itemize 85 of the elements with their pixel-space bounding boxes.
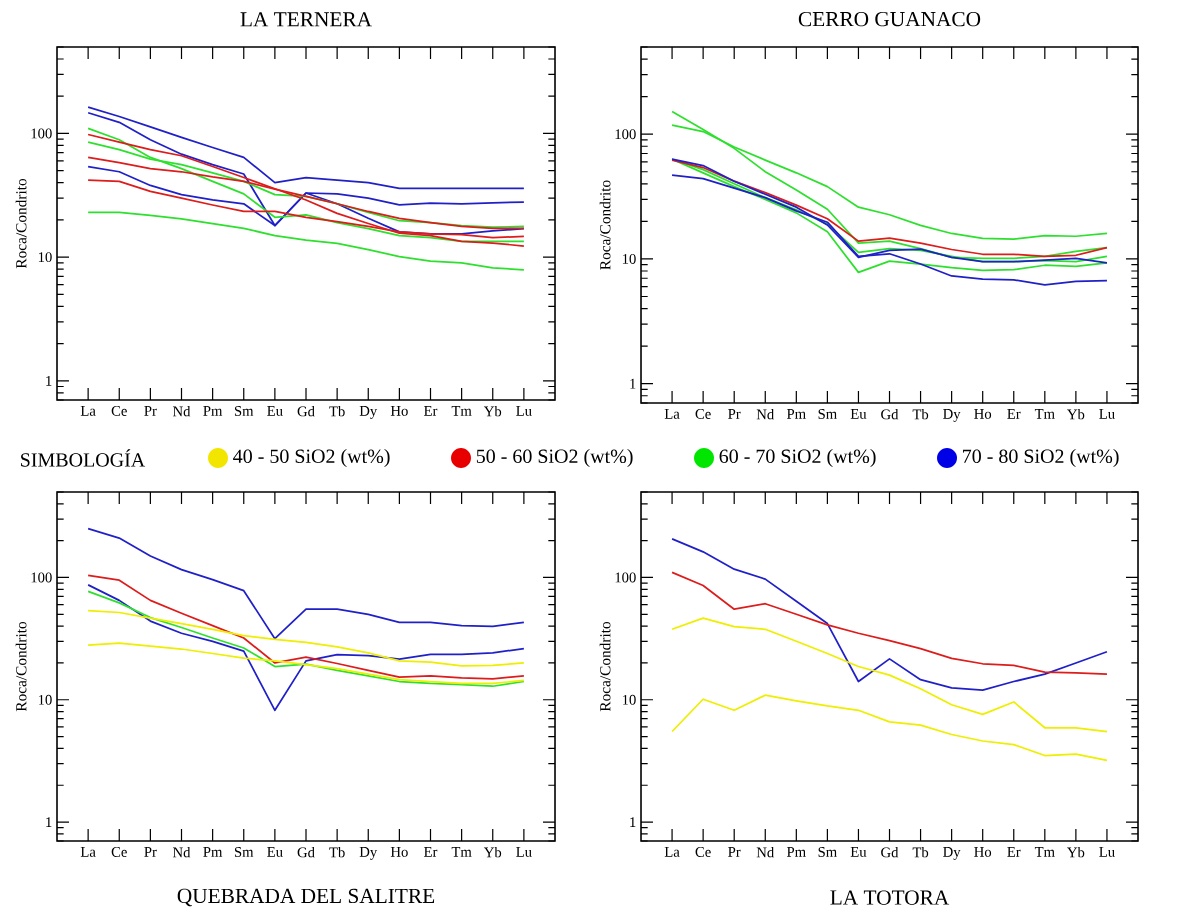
x-tick-label: Pr bbox=[728, 409, 741, 419]
y-tick-label: 10 bbox=[38, 252, 52, 263]
x-tick-label: Tm bbox=[451, 847, 472, 857]
x-tick-label: Er bbox=[424, 847, 438, 857]
x-tick-label: Gd bbox=[297, 406, 315, 417]
x-tick-label: Eu bbox=[267, 406, 283, 416]
legend-label: 40 - 50 SiO2 (wt%) bbox=[233, 448, 390, 468]
x-tick-label: Tb bbox=[912, 409, 929, 420]
y-tick-label: 1 bbox=[46, 817, 52, 827]
x-tick-label: Sm bbox=[234, 406, 254, 416]
legend-title: SIMBOLOGÍA bbox=[21, 449, 146, 467]
x-tick-label: Ho bbox=[974, 409, 992, 419]
x-tick-label: La bbox=[664, 409, 680, 419]
y-tick-label: 100 bbox=[31, 128, 52, 139]
x-tick-label: Lu bbox=[516, 406, 532, 416]
legend-label: 70 - 80 SiO2 (wt%) bbox=[963, 448, 1119, 468]
x-tick-label: Pr bbox=[144, 847, 157, 857]
x-tick-label: Pm bbox=[203, 406, 223, 416]
x-tick-label: Yb bbox=[1067, 847, 1085, 858]
x-tick-label: Eu bbox=[267, 847, 283, 857]
x-tick-label: Ho bbox=[390, 406, 408, 416]
x-tick-label: Dy bbox=[943, 847, 961, 860]
y-tick-label: 10 bbox=[622, 253, 636, 264]
x-tick-label: Nd bbox=[756, 409, 775, 420]
x-tick-label: Nd bbox=[756, 847, 775, 858]
y-axis-title: Roca/Condrito bbox=[599, 621, 611, 712]
x-tick-label: Ce bbox=[111, 847, 127, 857]
x-tick-label: Pm bbox=[786, 847, 806, 857]
legend-label: 60 - 70 SiO2 (wt%) bbox=[719, 448, 876, 468]
x-tick-label: Lu bbox=[516, 847, 532, 857]
y-tick-label: 10 bbox=[622, 694, 636, 705]
x-tick-label: Er bbox=[424, 406, 438, 416]
x-tick-label: La bbox=[664, 847, 680, 857]
x-tick-label: Gd bbox=[297, 847, 315, 858]
x-tick-label: Lu bbox=[1099, 409, 1115, 419]
x-tick-label: Sm bbox=[818, 847, 837, 857]
x-tick-label: Er bbox=[1007, 409, 1021, 419]
x-tick-label: Tm bbox=[451, 406, 472, 416]
x-tick-label: Tb bbox=[912, 847, 929, 858]
x-tick-label: Nd bbox=[172, 406, 191, 417]
y-axis-title: Roca/Condrito bbox=[15, 621, 27, 712]
x-tick-label: Ce bbox=[695, 847, 711, 857]
chart-title: CERRO GUANACO bbox=[798, 11, 981, 27]
y-axis-title: Roca/Condrito bbox=[15, 178, 27, 269]
y-axis-title: Roca/Condrito bbox=[599, 180, 611, 270]
x-tick-label: Yb bbox=[483, 406, 502, 417]
x-tick-label: Pm bbox=[203, 847, 223, 857]
x-tick-label: Er bbox=[1007, 847, 1021, 857]
x-tick-label: Sm bbox=[234, 847, 254, 857]
x-tick-label: Ho bbox=[390, 847, 408, 857]
x-tick-label: Eu bbox=[850, 409, 867, 419]
x-tick-label: Tm bbox=[1034, 409, 1055, 419]
x-tick-label: Ho bbox=[974, 847, 992, 857]
y-tick-label: 100 bbox=[31, 572, 52, 583]
x-tick-label: La bbox=[80, 406, 96, 416]
x-tick-label: Gd bbox=[881, 847, 899, 858]
x-tick-label: Tm bbox=[1034, 847, 1055, 857]
chart-title: LA TERNERA bbox=[240, 12, 372, 27]
x-tick-label: Dy bbox=[359, 847, 378, 860]
x-tick-label: Pm bbox=[786, 409, 806, 419]
y-tick-label: 1 bbox=[630, 378, 636, 389]
x-tick-label: Dy bbox=[943, 409, 961, 422]
x-tick-label: Pr bbox=[728, 847, 741, 857]
x-tick-label: Pr bbox=[144, 406, 157, 416]
x-tick-label: Gd bbox=[881, 409, 899, 420]
x-tick-label: La bbox=[80, 847, 96, 857]
x-tick-label: Tb bbox=[329, 847, 345, 858]
text: LA TOTORA bbox=[830, 890, 950, 905]
x-tick-label: Yb bbox=[483, 847, 502, 858]
x-tick-label: Ce bbox=[111, 406, 127, 416]
x-tick-label: Nd bbox=[172, 847, 191, 858]
x-tick-label: Eu bbox=[850, 847, 867, 857]
x-tick-label: Ce bbox=[695, 409, 711, 419]
y-tick-label: 100 bbox=[615, 129, 636, 140]
x-tick-label: Tb bbox=[329, 406, 345, 417]
text: QUEBRADA DEL SALITRE bbox=[177, 888, 435, 907]
y-tick-label: 100 bbox=[615, 572, 636, 583]
legend-label: 50 - 60 SiO2 (wt%) bbox=[476, 448, 633, 468]
y-tick-label: 1 bbox=[630, 817, 636, 827]
x-tick-label: Yb bbox=[1067, 409, 1085, 420]
x-tick-label: Dy bbox=[359, 406, 378, 419]
y-tick-label: 1 bbox=[46, 375, 52, 386]
x-tick-label: Lu bbox=[1099, 847, 1115, 857]
y-tick-label: 10 bbox=[38, 694, 52, 705]
x-tick-label: Sm bbox=[818, 409, 837, 419]
